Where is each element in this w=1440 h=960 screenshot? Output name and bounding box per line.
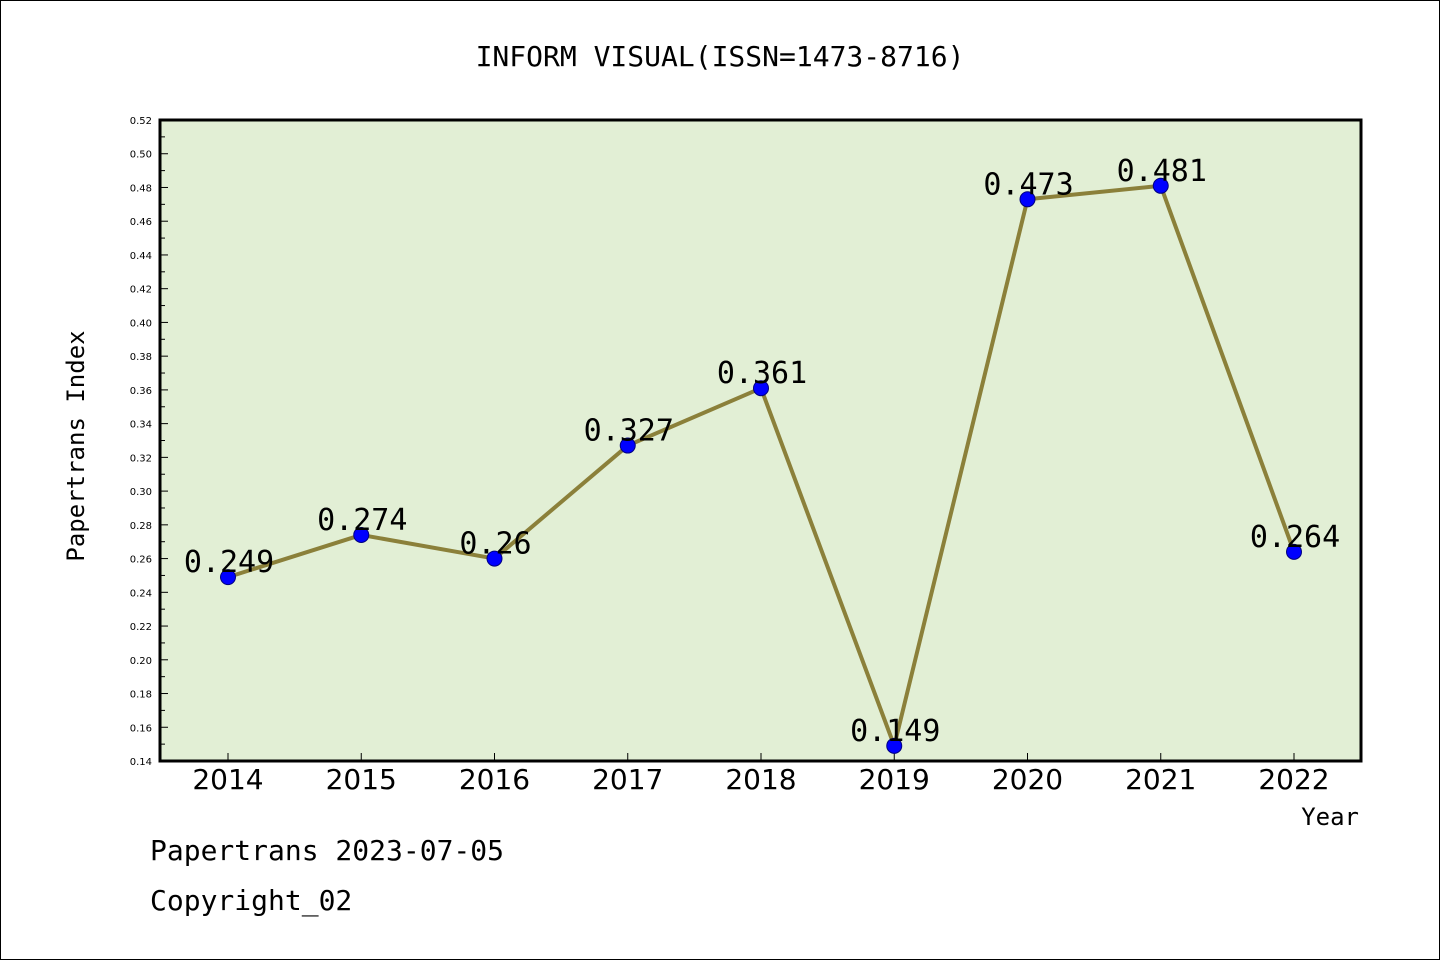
data-point [220, 569, 236, 586]
x-tick-label: 2014 [192, 763, 263, 796]
y-axis: 0.14 0.16 0.18 0.20 0.22 0.24 0.26 0.28 0.30 0.32… [130, 116, 168, 768]
series-1 [220, 177, 1302, 754]
data-point [1019, 191, 1036, 208]
y-tick-label: 0.40 [130, 318, 152, 329]
x-tick-label: 2020 [992, 763, 1063, 796]
y-tick-label: 0.20 [130, 656, 152, 667]
y-tick-label: 0.38 [130, 352, 152, 363]
x-tick-label: 2019 [859, 763, 930, 796]
y-tick-label: 0.24 [130, 588, 152, 599]
y-tick-label: 0.46 [130, 217, 152, 228]
data-point [1286, 543, 1302, 560]
data-label: 0.149 [850, 714, 940, 749]
x-tick-label: 2017 [592, 763, 663, 796]
x-tick-label: 2022 [1258, 763, 1329, 796]
y-tick-label: 0.18 [130, 690, 152, 701]
footer-date-text: Papertrans 2023-07-05 [150, 834, 505, 867]
plot-area [158, 118, 1363, 763]
y-tick-label: 0.36 [130, 386, 152, 397]
y-tick-label: 0.34 [130, 420, 152, 431]
data-point [753, 380, 769, 397]
x-tick-label: 2016 [459, 763, 530, 796]
y-tick-label: 0.26 [130, 555, 152, 566]
data-point [353, 526, 370, 543]
y-tick-label: 0.14 [130, 757, 152, 768]
data-point [886, 737, 903, 754]
y-tick-label: 0.44 [130, 251, 152, 262]
y-tick-label: 0.52 [130, 116, 152, 127]
data-label: 0.481 [1117, 154, 1207, 189]
y-tick-label: 0.28 [130, 521, 152, 532]
x-axis-title: Year [1301, 803, 1359, 831]
x-tick-label: 2015 [326, 763, 397, 796]
data-labels: 0.249 0.274 0.26 0.327 0.361 0.149 0.473 0.481 0… [184, 154, 1340, 749]
data-label: 0.26 [459, 527, 531, 562]
y-tick-label: 0.16 [130, 723, 152, 734]
x-axis: 2014 2015 2016 2017 2018 2019 2020 2021 2022 [192, 753, 1330, 796]
y-axis-title: Papertrans Index [62, 330, 90, 561]
x-tick-label: 2018 [725, 763, 796, 796]
y-tick-label: 0.32 [130, 453, 152, 464]
y-tick-label: 0.22 [130, 622, 152, 633]
y-tick-label: 0.48 [130, 183, 152, 194]
data-point [486, 550, 503, 567]
data-point [619, 437, 636, 454]
data-point [1152, 177, 1169, 194]
data-label: 0.473 [983, 167, 1073, 202]
x-tick-label: 2021 [1125, 763, 1196, 796]
chart-title: INFORM VISUAL(ISSN=1473-8716) [476, 40, 965, 73]
y-tick-label: 0.50 [130, 150, 152, 161]
footer-copyright-text: Copyright_02 [150, 884, 353, 917]
y-tick-label: 0.42 [130, 285, 152, 296]
data-label: 0.327 [584, 414, 674, 449]
y-tick-label: 0.30 [130, 487, 152, 498]
data-label: 0.249 [184, 545, 274, 580]
data-label: 0.264 [1250, 520, 1340, 555]
data-label: 0.361 [717, 356, 807, 391]
data-label: 0.274 [317, 503, 407, 538]
